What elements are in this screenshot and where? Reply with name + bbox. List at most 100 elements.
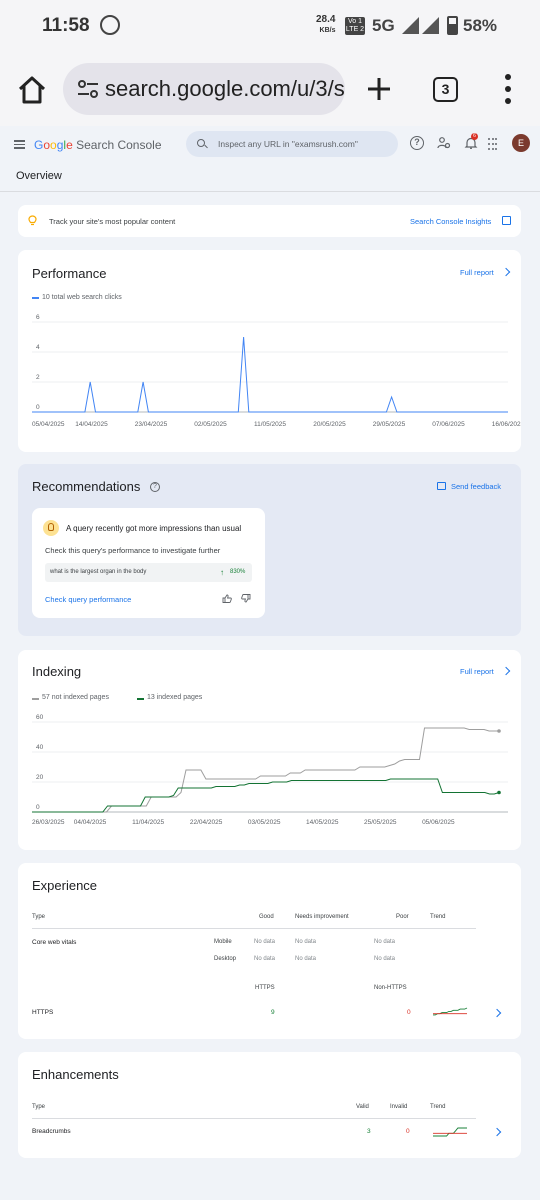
- insights-link[interactable]: Search Console Insights: [410, 217, 492, 226]
- performance-full-report-link[interactable]: Full report: [460, 268, 494, 277]
- tabs-icon[interactable]: 3: [433, 77, 458, 102]
- recommendations-title: Recommendations: [32, 479, 141, 494]
- breadcrumbs-row-chevron-icon[interactable]: [492, 1127, 502, 1137]
- page-title: Overview: [16, 170, 62, 182]
- experience-title: Experience: [32, 878, 98, 893]
- col-header-non-https: Non-HTTPS: [374, 985, 407, 991]
- y-tick-label: 60: [36, 714, 44, 721]
- signal-icon-2: [422, 17, 439, 34]
- col-header-poor: Poor: [396, 914, 409, 920]
- plus-icon[interactable]: [366, 76, 392, 102]
- x-tick-label: 02/05/2025: [194, 421, 227, 428]
- home-icon[interactable]: [16, 74, 48, 106]
- help-icon[interactable]: ?: [410, 136, 424, 150]
- x-tick-label: 14/04/2025: [75, 421, 108, 428]
- series-line: [32, 727, 499, 813]
- indexed-legend[interactable]: 13 indexed pages: [147, 694, 203, 701]
- chevron-right-icon[interactable]: [501, 666, 511, 676]
- x-tick-label: 23/04/2025: [135, 421, 168, 428]
- x-tick-label: 11/04/2025: [132, 819, 164, 826]
- gsc-header: Google Search Console Inspect any URL in…: [0, 126, 540, 164]
- gsc-logo[interactable]: Google Search Console: [34, 138, 162, 152]
- enhancements-card: Enhancements Type Valid Invalid Trend Br…: [18, 1052, 521, 1158]
- battery-icon: [447, 16, 458, 35]
- breadcrumbs-trend-sparkline: [433, 1127, 467, 1137]
- clicks-legend[interactable]: 10 total web search clicks: [42, 294, 122, 301]
- https-trend-sparkline: [433, 1007, 468, 1016]
- y-tick-label: 40: [36, 744, 44, 751]
- apps-grid-icon[interactable]: [488, 138, 498, 152]
- experience-card: Experience Type Good Needs improvement P…: [18, 863, 521, 1039]
- lightbulb-icon: [28, 215, 37, 226]
- x-tick-label: 04/04/2025: [74, 819, 107, 826]
- series-line: [32, 778, 500, 813]
- col-header-good: Good: [259, 914, 274, 920]
- col-header-type: Type: [32, 914, 46, 920]
- cwv-desktop-ni: No data: [295, 956, 317, 962]
- google-wordmark: Google: [34, 138, 73, 152]
- y-tick-label: 0: [36, 404, 40, 411]
- y-tick-label: 4: [36, 344, 40, 351]
- chevron-right-icon[interactable]: [501, 267, 511, 277]
- volte-icon: Vo 1 LTE 2: [345, 17, 365, 35]
- hamburger-menu-icon[interactable]: [14, 140, 25, 149]
- thumb-up-icon[interactable]: [222, 594, 232, 603]
- not-indexed-legend-swatch: [32, 698, 39, 700]
- series-end-point: [497, 729, 501, 733]
- url-bar[interactable]: search.google.com/u/3/search-console: [63, 63, 345, 115]
- inspect-url-search[interactable]: Inspect any URL in "examsrush.com": [186, 131, 398, 157]
- x-tick-label: 22/04/2025: [190, 819, 223, 826]
- performance-card: Performance Full report 10 total web sea…: [18, 250, 521, 452]
- x-tick-label: 07/06/2025: [432, 421, 465, 428]
- indexing-full-report-link[interactable]: Full report: [460, 667, 494, 676]
- series-end-point: [497, 790, 501, 795]
- insights-tip-card: Track your site's most popular content S…: [18, 205, 521, 237]
- table-divider: [32, 928, 476, 929]
- breadcrumbs-row-label[interactable]: Breadcrumbs: [32, 1128, 71, 1135]
- send-feedback-link[interactable]: Send feedback: [451, 482, 502, 491]
- series-line: [32, 336, 508, 413]
- y-tick-label: 6: [36, 314, 40, 321]
- https-row-chevron-icon[interactable]: [492, 1008, 502, 1018]
- avatar[interactable]: E: [512, 134, 530, 152]
- cwv-mobile-label: Mobile: [214, 939, 232, 945]
- x-tick-label: 14/05/2025: [306, 819, 339, 826]
- y-tick-label: 20: [36, 774, 44, 781]
- net-speed-unit: KB/s: [319, 27, 336, 34]
- tip-text: Track your site's most popular content: [49, 217, 176, 226]
- https-row-label[interactable]: HTTPS: [32, 1009, 54, 1016]
- feedback-icon[interactable]: [437, 482, 446, 490]
- manage-users-icon[interactable]: [437, 136, 451, 150]
- recommendation-card: A query recently got more impressions th…: [32, 508, 265, 618]
- recommendation-subtext: Check this query's performance to invest…: [45, 546, 221, 555]
- query-change: 830%: [230, 569, 246, 575]
- more-vert-icon[interactable]: [500, 74, 516, 104]
- not-indexed-legend[interactable]: 57 not indexed pages: [42, 694, 109, 701]
- thumb-down-icon[interactable]: [241, 594, 251, 603]
- y-tick-label: 0: [36, 804, 40, 811]
- x-tick-label: 11/05/2025: [254, 421, 286, 428]
- breadcrumbs-invalid: 0: [406, 1128, 410, 1135]
- search-icon: [197, 139, 205, 147]
- x-tick-label: 03/05/2025: [248, 819, 281, 826]
- cwv-desktop-label: Desktop: [214, 956, 237, 962]
- battery-percent: 58%: [463, 16, 498, 35]
- tune-icon[interactable]: [77, 79, 99, 99]
- col-header-trend: Trend: [430, 1104, 446, 1110]
- col-header-needs-improvement: Needs improvement: [295, 914, 349, 920]
- open-in-new-icon[interactable]: [502, 216, 511, 225]
- y-tick-label: 2: [36, 374, 40, 381]
- arrow-up-icon: ↑: [220, 568, 224, 577]
- x-tick-label: 05/06/2025: [422, 819, 455, 826]
- recommendation-headline: A query recently got more impressions th…: [66, 524, 242, 533]
- cwv-desktop-good: No data: [254, 956, 276, 962]
- check-query-performance-link[interactable]: Check query performance: [45, 595, 132, 604]
- help-icon[interactable]: ?: [150, 482, 160, 492]
- col-header-trend: Trend: [430, 914, 446, 920]
- https-count: 9: [271, 1009, 275, 1016]
- browser-toolbar: search.google.com/u/3/search-console 3: [0, 52, 540, 126]
- col-header-type: Type: [32, 1104, 46, 1110]
- cwv-mobile-ni: No data: [295, 939, 317, 945]
- url-text: search.google.com/u/3/search-console: [105, 76, 345, 101]
- x-tick-label: 29/05/2025: [373, 421, 406, 428]
